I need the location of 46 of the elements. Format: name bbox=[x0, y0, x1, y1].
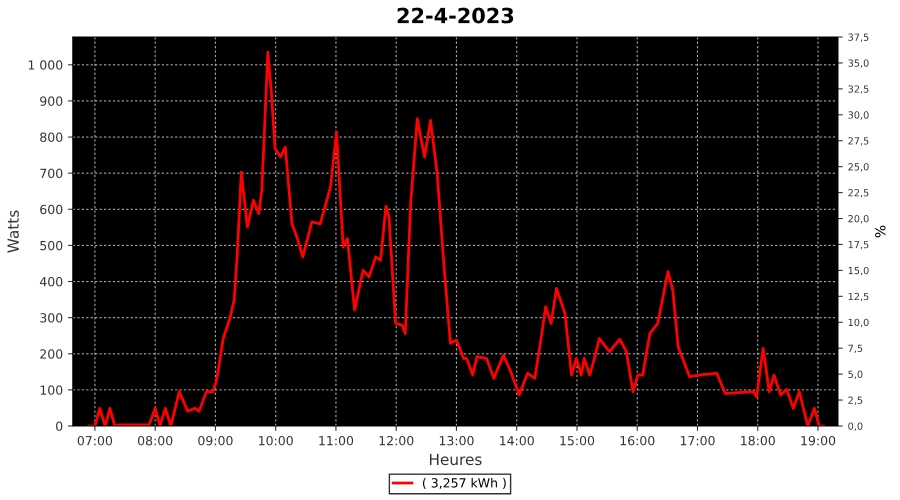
y-tick-label: 200 bbox=[40, 349, 62, 359]
y2-tick-label: 27,5 bbox=[848, 137, 868, 146]
x-tick-label: 11:00 bbox=[319, 436, 354, 446]
x-tick-label: 16:00 bbox=[620, 436, 654, 446]
y-tick-label: 700 bbox=[40, 168, 62, 178]
x-axis-title: Heures bbox=[430, 454, 482, 466]
y2-tick-label: 15,0 bbox=[848, 266, 869, 276]
x-tick-label: 07:00 bbox=[78, 436, 112, 446]
x-tick-label: 18:00 bbox=[741, 436, 775, 446]
y2-tick-label: 32,5 bbox=[848, 85, 868, 94]
y2-tick-label: 5,0 bbox=[848, 370, 862, 379]
y2-tick-label: 2,5 bbox=[848, 396, 862, 405]
y-tick-label: 300 bbox=[40, 313, 62, 323]
y2-tick-label: 35,0 bbox=[848, 59, 869, 68]
y2-tick-label: 17,5 bbox=[848, 241, 868, 250]
y2-tick-label: 7,5 bbox=[848, 344, 862, 354]
x-tick-label: 12:00 bbox=[380, 436, 414, 446]
x-tick-label: 13:00 bbox=[440, 436, 474, 446]
y-tick-label: 0 bbox=[56, 421, 62, 431]
x-tick-label: 10:00 bbox=[259, 436, 293, 446]
chart-title: 22-4-2023 bbox=[398, 8, 514, 24]
x-tick-label: 17:00 bbox=[680, 436, 715, 446]
y-tick-label: 400 bbox=[40, 276, 62, 286]
y2-tick-label: 30,0 bbox=[848, 111, 869, 120]
y2-tick-label: 37,5 bbox=[848, 33, 868, 42]
x-tick-label: 08:00 bbox=[138, 436, 172, 446]
line-series bbox=[87, 50, 825, 426]
y-tick-label: 1 000 bbox=[28, 60, 62, 70]
y2-tick-label: 25,0 bbox=[848, 163, 869, 172]
y2-tick-label: 0,0 bbox=[848, 422, 862, 431]
legend-label: ( 3,257 kWh ) bbox=[422, 478, 506, 490]
y2-tick-label: 10,0 bbox=[848, 318, 869, 328]
x-tick-label: 14:00 bbox=[500, 436, 534, 446]
x-tick-label: 09:00 bbox=[198, 436, 233, 446]
y-tick-label: 100 bbox=[40, 385, 62, 395]
x-tick-label: 15:00 bbox=[560, 436, 594, 446]
y2-tick-label: 20,0 bbox=[848, 215, 869, 224]
y-tick-label: 600 bbox=[40, 204, 62, 214]
y2-axis-title: % bbox=[875, 226, 886, 238]
y-axis-title: Watts bbox=[8, 210, 19, 253]
y2-tick-label: 12,5 bbox=[848, 292, 868, 302]
y-tick-label: 900 bbox=[40, 96, 62, 106]
y-tick-label: 500 bbox=[40, 240, 62, 250]
y-tick-label: 800 bbox=[40, 132, 62, 142]
x-tick-label: 19:00 bbox=[801, 436, 836, 446]
y2-tick-label: 22,5 bbox=[848, 189, 868, 198]
